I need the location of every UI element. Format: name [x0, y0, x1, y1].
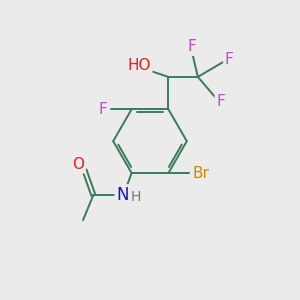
Text: F: F: [225, 52, 234, 67]
Text: H: H: [131, 190, 141, 204]
Text: N: N: [116, 186, 129, 204]
Text: O: O: [72, 157, 84, 172]
Text: HO: HO: [127, 58, 151, 73]
Text: F: F: [188, 39, 196, 54]
Text: F: F: [216, 94, 225, 109]
Text: F: F: [99, 102, 107, 117]
Text: Br: Br: [192, 166, 209, 181]
